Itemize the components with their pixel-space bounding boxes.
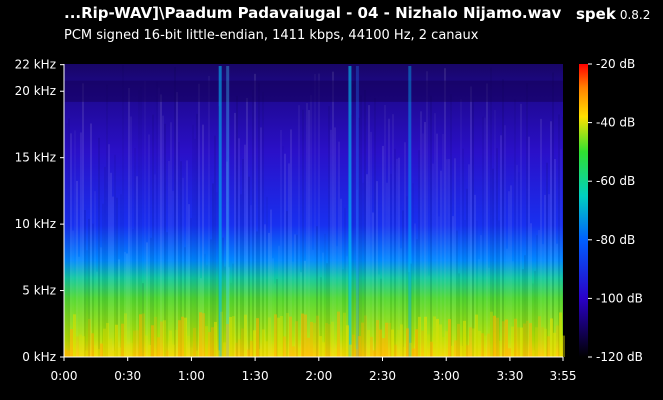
spectrogram-low-energy	[64, 311, 565, 357]
spectrogram-transient	[355, 66, 359, 357]
color-scale-tick-label: -100 dB	[596, 291, 643, 305]
spectrogram-band	[64, 80, 563, 102]
time-tick-label: 3:30	[496, 369, 523, 383]
frequency-tick-label: 22 kHz	[15, 58, 56, 72]
frequency-tick-label: 0 kHz	[22, 350, 56, 364]
file-title: ...Rip-WAV]\Paadum Padavaiugal - 04 - Ni…	[64, 4, 562, 22]
app-logo: spek 0.8.2	[576, 4, 650, 23]
frequency-tick-label: 15 kHz	[15, 151, 56, 165]
time-tick-label: 1:30	[242, 369, 269, 383]
time-tick-label: 0:00	[51, 369, 78, 383]
color-scale-bar	[579, 64, 588, 357]
color-scale-tick-label: -60 dB	[596, 174, 635, 188]
time-tick-label: 3:55	[550, 369, 577, 383]
color-scale-tick-label: -20 dB	[596, 57, 635, 71]
app-version: 0.8.2	[619, 8, 651, 22]
time-tick-label: 2:30	[369, 369, 396, 383]
spectrogram-image	[64, 64, 565, 358]
spectrogram-transient	[226, 66, 230, 357]
time-tick-label: 3:00	[433, 369, 460, 383]
color-scale-tick-label: -40 dB	[596, 116, 635, 130]
color-scale-tick-label: -120 dB	[596, 350, 643, 364]
spectrogram-background	[64, 64, 563, 357]
app-name: spek	[576, 5, 616, 23]
stream-info: PCM signed 16-bit little-endian, 1411 kb…	[64, 28, 479, 43]
frequency-tick-label: 5 kHz	[22, 284, 56, 298]
color-scale-tick-label: -80 dB	[596, 233, 635, 247]
color-scale: -20 dB -40 dB -60 dB -80 dB -100 dB -120 dB	[579, 57, 643, 364]
spectrogram-transient	[218, 66, 222, 357]
frequency-tick-label: 20 kHz	[15, 84, 56, 98]
frequency-tick-label: 10 kHz	[15, 217, 56, 231]
spectrogram-transient	[408, 66, 412, 357]
spectrogram-transient	[348, 66, 352, 357]
time-tick-label: 1:00	[178, 369, 205, 383]
frequency-axis: 22 kHz 20 kHz 15 kHz 10 kHz 5 kHz 0 kHz	[15, 58, 65, 364]
time-tick-label: 0:30	[114, 369, 141, 383]
time-tick-label: 2:00	[305, 369, 332, 383]
spectrogram-texture	[64, 64, 564, 358]
time-axis: 0:00 0:30 1:00 1:30 2:00 2:30 3:00 3:30 3:55	[51, 356, 577, 383]
